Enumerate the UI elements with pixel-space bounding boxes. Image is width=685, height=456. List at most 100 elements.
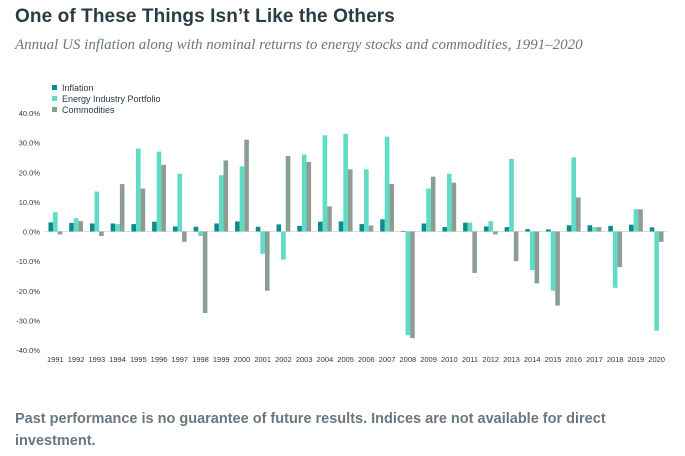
x-tick-label: 2010 <box>441 355 458 364</box>
x-tick-label: 2001 <box>254 355 271 364</box>
bar-commodities-2005 <box>347 169 353 232</box>
bar-energy-industry-portfolio-1999 <box>218 175 224 232</box>
bar-energy-industry-portfolio-2008 <box>405 231 411 336</box>
chart-legend: Inflation Energy Industry Portfolio Comm… <box>52 82 161 115</box>
bar-inflation-1992 <box>69 222 74 232</box>
bar-inflation-1997 <box>172 226 178 232</box>
x-tick-label: 2000 <box>234 355 251 364</box>
bar-commodities-2014 <box>534 231 540 284</box>
bar-energy-industry-portfolio-2003 <box>301 154 307 232</box>
bar-inflation-2017 <box>587 225 593 232</box>
x-tick-label: 2019 <box>628 355 645 364</box>
x-tick-label: 2006 <box>358 355 375 364</box>
bar-energy-industry-portfolio-2013 <box>509 158 514 232</box>
bar-commodities-2019 <box>638 209 643 232</box>
y-tick-label: 30.0% <box>19 139 41 148</box>
bar-commodities-2003 <box>306 161 312 232</box>
bar-energy-industry-portfolio-2018 <box>612 231 618 288</box>
bar-chart: 40.0% 30.0% 20.0% 10.0% 0.0% -10.0% -20.0% -30.… <box>16 109 667 364</box>
bar-commodities-2009 <box>430 176 436 232</box>
bar-commodities-2001 <box>265 231 270 291</box>
bar-inflation-2018 <box>608 225 613 232</box>
bar-commodities-2020 <box>658 231 664 242</box>
bar-commodities-2018 <box>617 231 623 268</box>
bar-inflation-2006 <box>359 224 365 232</box>
bar-inflation-1998 <box>193 226 199 232</box>
y-tick-label: 10.0% <box>19 198 41 207</box>
bar-energy-industry-portfolio-2005 <box>343 133 348 232</box>
bar-inflation-2004 <box>318 221 323 232</box>
x-tick-label: 2004 <box>317 355 334 364</box>
bar-commodities-1992 <box>78 221 83 232</box>
bar-commodities-2011 <box>472 231 477 273</box>
legend-swatch-commodities <box>52 107 57 112</box>
bar-inflation-1995 <box>131 224 136 232</box>
bar-inflation-2007 <box>380 219 385 232</box>
bar-energy-industry-portfolio-1991 <box>53 212 58 232</box>
bar-inflation-2011 <box>463 222 468 232</box>
legend-label-commodities: Commodities <box>62 104 115 115</box>
x-tick-label: 2011 <box>462 355 478 364</box>
bar-inflation-2008 <box>400 231 406 232</box>
x-tick-label: 1995 <box>130 355 147 364</box>
y-tick-label: -40.0% <box>16 346 40 355</box>
x-tick-label: 2007 <box>379 355 396 364</box>
legend-item-inflation: Inflation <box>52 82 161 93</box>
y-tick-label: -10.0% <box>16 257 40 266</box>
bar-energy-industry-portfolio-2010 <box>447 173 452 232</box>
bar-inflation-2013 <box>504 227 510 232</box>
bar-inflation-2014 <box>525 229 530 232</box>
bar-inflation-2015 <box>546 229 551 232</box>
bar-energy-industry-portfolio-2015 <box>550 231 556 291</box>
bar-inflation-2012 <box>483 226 489 232</box>
x-tick-label: 2013 <box>503 355 520 364</box>
bar-commodities-1998 <box>202 231 208 313</box>
bar-commodities-2004 <box>327 206 332 232</box>
bar-energy-industry-portfolio-2006 <box>364 169 369 232</box>
x-tick-label: 2005 <box>337 355 354 364</box>
chart-subtitle: Annual US inflation along with nominal r… <box>15 37 583 53</box>
legend-swatch-inflation <box>52 85 57 90</box>
bar-energy-industry-portfolio-2007 <box>384 136 390 232</box>
x-tick-label: 2018 <box>607 355 624 364</box>
bar-inflation-1996 <box>152 221 157 232</box>
bar-commodities-2010 <box>451 182 457 232</box>
bar-inflation-2001 <box>255 226 261 232</box>
bar-commodities-1996 <box>161 164 166 232</box>
bar-commodities-2008 <box>410 231 415 339</box>
bar-energy-industry-portfolio-2001 <box>260 231 265 254</box>
bar-inflation-1999 <box>214 223 219 232</box>
footnote: Past performance is no guarantee of futu… <box>15 411 606 449</box>
bar-energy-industry-portfolio-1994 <box>115 224 120 232</box>
bar-inflation-2010 <box>442 227 447 232</box>
chart-title: One of These Things Isn’t Like the Other… <box>15 6 395 27</box>
legend-label-energy: Energy Industry Portfolio <box>62 93 161 104</box>
bar-energy-industry-portfolio-1995 <box>136 148 141 232</box>
bar-energy-industry-portfolio-1996 <box>156 151 162 232</box>
bar-commodities-1997 <box>182 231 187 242</box>
x-tick-label: 1997 <box>171 355 188 364</box>
bar-commodities-2002 <box>285 155 291 232</box>
legend-label-inflation: Inflation <box>62 82 94 93</box>
bar-energy-industry-portfolio-1998 <box>198 231 203 236</box>
bar-commodities-2015 <box>555 231 560 306</box>
y-tick-label: -20.0% <box>16 287 40 296</box>
x-tick-label: 2003 <box>296 355 313 364</box>
bar-energy-industry-portfolio-2002 <box>281 231 286 260</box>
x-tick-label: 2020 <box>648 355 665 364</box>
bar-energy-industry-portfolio-2000 <box>239 166 245 232</box>
bar-inflation-1993 <box>89 223 95 232</box>
bar-energy-industry-portfolio-2020 <box>654 231 659 331</box>
bar-commodities-1995 <box>140 188 146 232</box>
y-tick-label: 40.0% <box>19 109 41 118</box>
bar-inflation-2005 <box>338 221 344 232</box>
bar-commodities-1994 <box>119 184 125 232</box>
x-tick-label: 2016 <box>565 355 582 364</box>
bar-inflation-2000 <box>235 221 240 232</box>
x-tick-label: 1992 <box>68 355 85 364</box>
bar-energy-industry-portfolio-2016 <box>571 157 576 232</box>
bar-commodities-2017 <box>596 227 602 232</box>
bar-commodities-1999 <box>223 160 229 232</box>
bar-inflation-2020 <box>649 227 655 232</box>
bar-commodities-2006 <box>368 225 374 232</box>
